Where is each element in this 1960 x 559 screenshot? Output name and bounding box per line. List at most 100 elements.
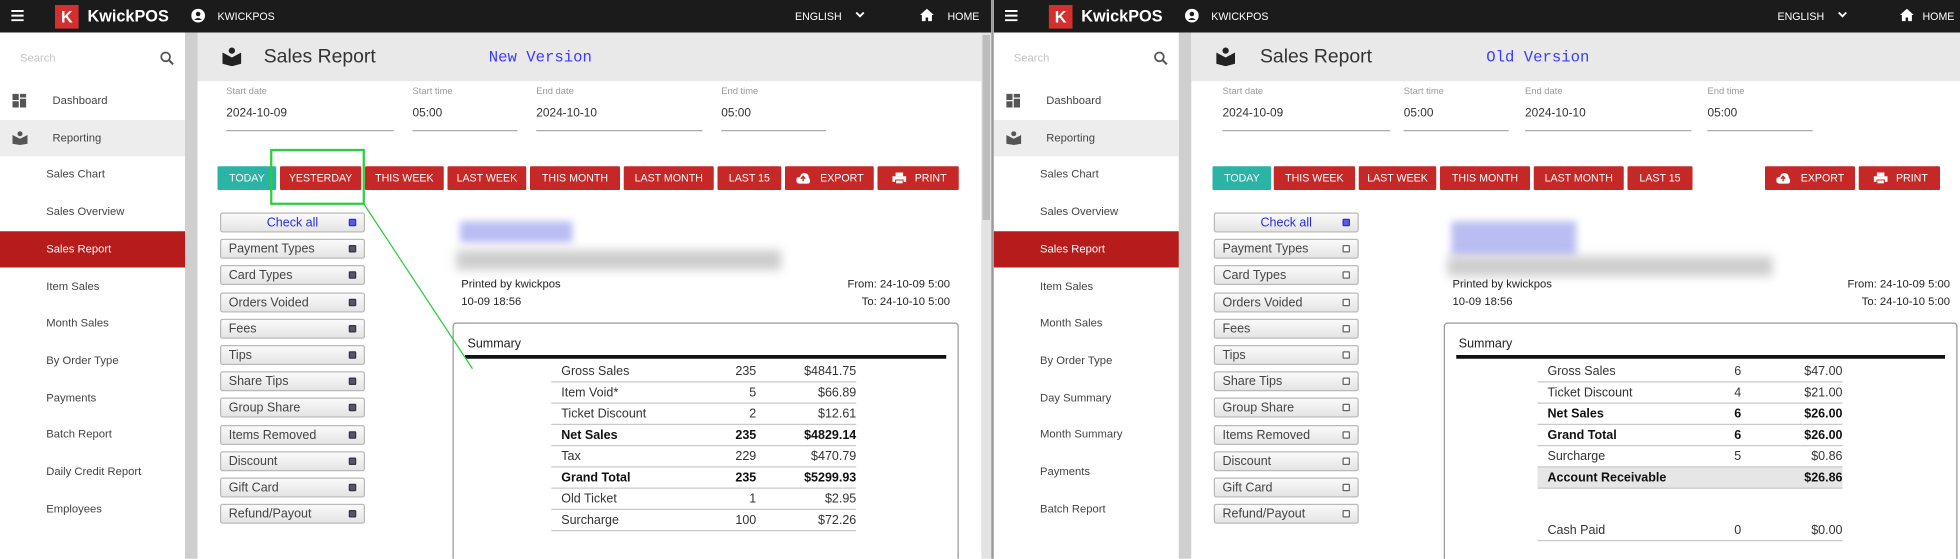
menu-item[interactable]: Month Summary xyxy=(1040,427,1123,441)
row-amount: $4829.14 xyxy=(804,428,857,443)
option-toggle[interactable]: Group Share xyxy=(1213,397,1359,418)
filter-button[interactable]: PRINT xyxy=(1858,166,1940,190)
checkbox xyxy=(348,218,357,227)
option-toggle[interactable]: Share Tips xyxy=(220,371,365,392)
field-value[interactable]: 2024-10-10 xyxy=(536,106,598,120)
menu-item[interactable]: Reporting xyxy=(52,130,102,144)
menu-item[interactable]: Dashboard xyxy=(1046,93,1102,107)
button-label: PRINT xyxy=(914,171,947,184)
filter-button[interactable]: PRINT xyxy=(877,166,959,190)
row-amount: $26.00 xyxy=(1804,428,1843,443)
filter-button[interactable]: EXPORT xyxy=(1765,166,1855,190)
filter-button[interactable]: EXPORT xyxy=(785,166,874,190)
row-count: 235 xyxy=(735,365,757,379)
option-toggle[interactable]: Card Types xyxy=(220,265,365,286)
button-label: YESTERDAY xyxy=(288,171,353,184)
filter-button[interactable]: THIS WEEK xyxy=(1273,166,1355,190)
field-value[interactable]: 2024-10-10 xyxy=(1525,106,1586,120)
field-value[interactable]: 05:00 xyxy=(1403,106,1434,120)
option-toggle[interactable]: Items Removed xyxy=(220,424,365,445)
option-toggle[interactable]: Payment Types xyxy=(1213,238,1359,259)
filter-button[interactable]: TODAY xyxy=(217,166,277,190)
option-toggle[interactable]: Fees xyxy=(1213,318,1359,339)
option-toggle[interactable]: Check all xyxy=(220,212,365,233)
filter-button[interactable]: TODAY xyxy=(1212,166,1272,190)
filter-button[interactable]: LAST 15 xyxy=(717,166,782,190)
checkbox xyxy=(348,377,357,386)
field-value[interactable]: 05:00 xyxy=(721,106,751,120)
menu-item[interactable]: Payments xyxy=(1040,465,1091,478)
filter-button[interactable]: YESTERDAY xyxy=(280,166,362,190)
language-selector[interactable]: ENGLISH xyxy=(1777,10,1825,23)
checkbox xyxy=(348,483,357,492)
field-value[interactable]: 05:00 xyxy=(1707,106,1738,120)
brand: KwickPOS xyxy=(1081,6,1163,25)
menu-item[interactable]: Month Sales xyxy=(46,316,109,329)
option-toggle[interactable]: Items Removed xyxy=(1213,424,1359,445)
language-selector[interactable]: ENGLISH xyxy=(795,10,842,23)
option-toggle[interactable]: Gift Card xyxy=(1213,477,1359,498)
option-toggle[interactable]: Tips xyxy=(1213,345,1359,365)
option-toggle[interactable]: Orders Voided xyxy=(220,291,365,312)
summary-row: Tax 229 $470.79 xyxy=(551,446,857,468)
filter-button[interactable]: LAST MONTH xyxy=(1533,166,1624,190)
filter-button[interactable]: LAST 15 xyxy=(1627,166,1693,190)
menu-item[interactable]: Sales Chart xyxy=(1040,167,1099,181)
option-toggle[interactable]: Share Tips xyxy=(1213,371,1359,392)
home-link[interactable]: HOME xyxy=(1922,10,1955,23)
search-input[interactable]: Search xyxy=(1013,51,1050,64)
menu-item[interactable]: Item Sales xyxy=(1040,279,1094,292)
filter-button[interactable]: LAST MONTH xyxy=(623,166,714,190)
menu-active xyxy=(0,230,185,268)
filter-button[interactable]: LAST WEEK xyxy=(447,166,527,190)
search-input[interactable]: Search xyxy=(20,51,56,64)
filter-button[interactable]: THIS MONTH xyxy=(1440,166,1530,190)
menu-item[interactable]: Sales Overview xyxy=(46,205,125,218)
menu-item[interactable]: Sales Report xyxy=(1040,242,1106,255)
menu-item[interactable]: Payments xyxy=(46,390,97,404)
option-toggle[interactable]: Payment Types xyxy=(220,238,365,259)
menu-item[interactable]: Dashboard xyxy=(52,93,108,107)
menu-item[interactable]: Reporting xyxy=(1046,130,1096,144)
option-label: Gift Card xyxy=(228,481,279,495)
summary-row: Surcharge 100 $72.26 xyxy=(551,510,857,532)
menu-item[interactable]: Sales Report xyxy=(46,242,112,255)
filter-button[interactable]: LAST WEEK xyxy=(1358,166,1437,190)
field-underline xyxy=(721,130,827,132)
row-label: Surcharge xyxy=(1547,450,1606,464)
checkbox xyxy=(348,298,357,306)
field-underline xyxy=(1525,130,1692,132)
option-label: Group Share xyxy=(228,401,301,416)
menu-item[interactable]: Month Sales xyxy=(1040,316,1103,329)
menu-item[interactable]: Sales Chart xyxy=(46,167,106,181)
option-toggle[interactable]: Group Share xyxy=(220,397,365,418)
option-toggle[interactable]: Discount xyxy=(1213,450,1359,471)
menu-item[interactable]: Daily Credit Report xyxy=(46,465,142,478)
menu-item[interactable]: Item Sales xyxy=(46,279,100,292)
version-label: New Version xyxy=(488,48,592,67)
field-label: End date xyxy=(1525,85,1563,97)
option-toggle[interactable]: Orders Voided xyxy=(1213,291,1359,312)
option-toggle[interactable]: Tips xyxy=(220,345,365,365)
menu-item[interactable]: Batch Report xyxy=(46,427,112,441)
menu-item[interactable]: Day Summary xyxy=(1040,390,1112,404)
option-toggle[interactable]: Card Types xyxy=(1213,265,1359,286)
field-value[interactable]: 2024-10-09 xyxy=(1222,106,1284,120)
menu-item[interactable]: Batch Report xyxy=(1040,502,1106,515)
menu-item[interactable]: By Order Type xyxy=(46,353,119,367)
option-toggle[interactable]: Check all xyxy=(1213,212,1359,233)
menu-icon xyxy=(1005,10,1018,22)
filter-button[interactable]: THIS WEEK xyxy=(365,166,444,190)
menu-item[interactable]: By Order Type xyxy=(1040,353,1113,367)
filter-button[interactable]: THIS MONTH xyxy=(530,166,620,190)
menu-item[interactable]: Sales Overview xyxy=(1040,205,1119,218)
option-toggle[interactable]: Refund/Payout xyxy=(220,503,365,524)
field-value[interactable]: 05:00 xyxy=(412,106,443,120)
option-toggle[interactable]: Gift Card xyxy=(220,477,365,498)
menu-item[interactable]: Employees xyxy=(46,502,102,515)
option-toggle[interactable]: Fees xyxy=(220,318,365,339)
home-link[interactable]: HOME xyxy=(947,10,980,23)
option-toggle[interactable]: Discount xyxy=(220,450,365,471)
option-toggle[interactable]: Refund/Payout xyxy=(1213,503,1359,524)
field-value[interactable]: 2024-10-09 xyxy=(226,106,288,120)
